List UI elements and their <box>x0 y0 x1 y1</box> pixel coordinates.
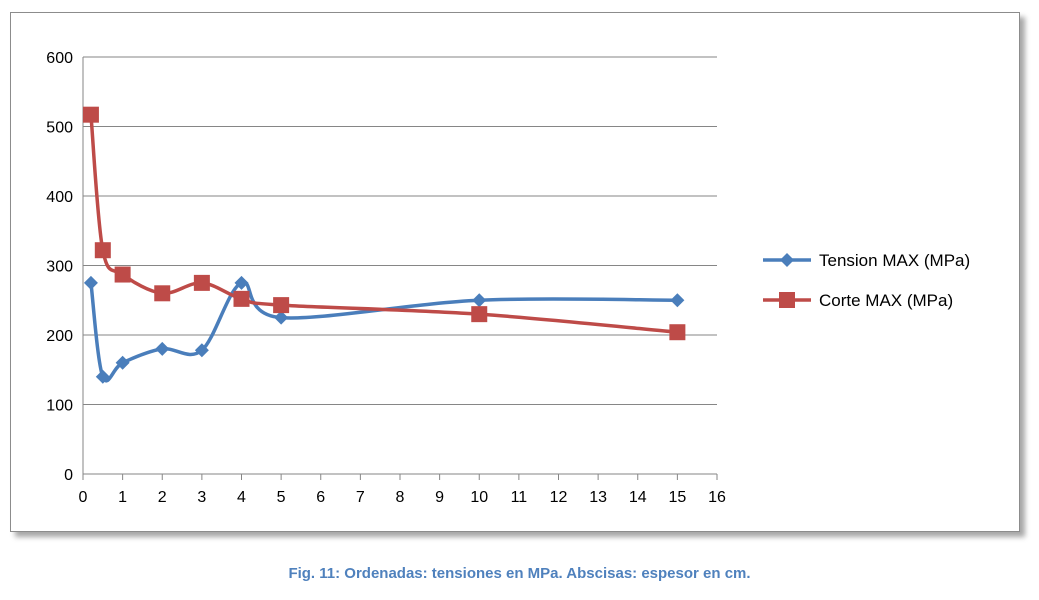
legend-marker-corte <box>779 292 795 308</box>
data-point-tension <box>472 293 487 308</box>
x-tick-label: 4 <box>237 489 246 506</box>
data-point-tension <box>155 341 170 356</box>
data-point-corte <box>154 285 171 302</box>
data-point-corte <box>94 242 111 259</box>
data-point-tension <box>83 275 98 290</box>
x-tick-label: 0 <box>79 489 88 506</box>
x-tick-label: 16 <box>708 489 726 506</box>
x-tick-label: 6 <box>316 489 325 506</box>
data-point-tension <box>274 310 289 325</box>
x-tick-label: 1 <box>118 489 127 506</box>
y-tick-label: 600 <box>46 50 73 67</box>
y-tick-label: 100 <box>46 398 73 415</box>
data-point-corte <box>114 266 131 283</box>
data-point-corte <box>273 297 290 314</box>
y-tick-label: 500 <box>46 120 73 137</box>
series-lines <box>82 106 686 384</box>
data-point-corte <box>193 274 210 291</box>
x-tick-label: 2 <box>158 489 167 506</box>
data-point-corte <box>471 306 488 323</box>
gridlines <box>83 56 717 405</box>
data-point-tension <box>194 343 209 358</box>
legend-label-tension: Tension MAX (MPa) <box>819 251 970 270</box>
data-point-tension <box>234 275 249 290</box>
x-tick-label: 7 <box>356 489 365 506</box>
y-tick-label: 200 <box>46 328 73 345</box>
y-tick-label: 300 <box>46 259 73 276</box>
figure-caption: Fig. 11: Ordenadas: tensiones en MPa. Ab… <box>288 565 751 582</box>
x-tick-label: 5 <box>277 489 286 506</box>
x-tick-label: 12 <box>550 489 568 506</box>
data-point-corte <box>82 106 99 123</box>
y-tick-label: 400 <box>46 189 73 206</box>
data-point-corte <box>233 290 250 307</box>
x-tick-label: 15 <box>668 489 686 506</box>
data-point-tension <box>670 293 685 308</box>
x-tick-label: 14 <box>629 489 647 506</box>
legend: Tension MAX (MPa) Corte MAX (MPa) <box>763 251 970 310</box>
x-tick-label: 3 <box>197 489 206 506</box>
data-point-tension <box>95 369 110 384</box>
y-tick-label: 0 <box>64 467 73 484</box>
x-tick-label: 9 <box>435 489 444 506</box>
x-tick-label: 13 <box>589 489 607 506</box>
series-line-tension <box>89 280 678 383</box>
chart-frame: 0 100 200 300 400 500 600 0 1 2 3 4 5 6 7 8 9 10 11 12 13 14 1… <box>10 12 1020 532</box>
legend-marker-tension <box>780 253 794 267</box>
x-tick-label: 8 <box>396 489 405 506</box>
data-point-corte <box>669 324 686 341</box>
legend-label-corte: Corte MAX (MPa) <box>819 291 953 310</box>
x-tick-label: 11 <box>511 489 528 506</box>
data-point-tension <box>115 355 130 370</box>
x-tick-label: 10 <box>470 489 488 506</box>
